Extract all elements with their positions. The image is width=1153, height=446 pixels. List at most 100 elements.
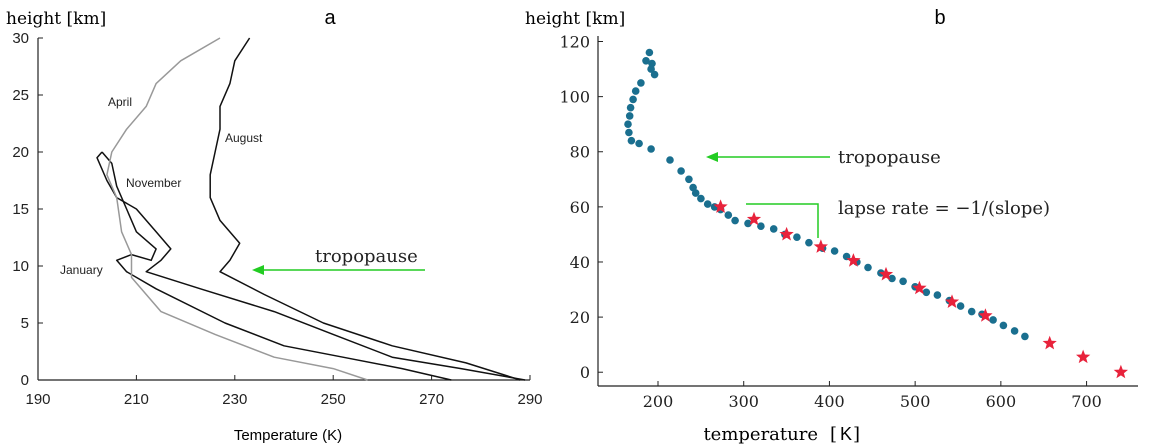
- data-point: [666, 156, 674, 164]
- star-marker: [779, 226, 794, 241]
- panel-b-xlabel: temperature: [703, 424, 818, 445]
- tropopause-label-a: tropopause: [315, 246, 418, 267]
- star-marker: [878, 266, 894, 281]
- data-point: [691, 189, 700, 197]
- data-point: [625, 128, 633, 137]
- lapse-rate-label: lapse rate = −1/(slope): [838, 198, 1050, 219]
- series-line-november: [96, 151, 526, 381]
- panel-b-x-tick-label: 200: [643, 392, 674, 411]
- panel-b-x-tick-label: 500: [900, 392, 931, 411]
- curve-label-august: August: [225, 131, 263, 145]
- panel-b-x-tick-label: 600: [986, 392, 1017, 411]
- panel-a-y-tick-label: 30: [12, 30, 29, 47]
- data-point: [724, 211, 733, 219]
- panel-b-xlabel-unit-close: ]: [853, 424, 860, 445]
- panel-b-ylabel: height [km]: [525, 9, 625, 29]
- data-point: [793, 233, 801, 241]
- data-point: [624, 120, 632, 128]
- data-point: [677, 167, 685, 175]
- panel-b-y-tick-label: 60: [570, 198, 590, 217]
- tropopause-label-b: tropopause: [838, 147, 941, 168]
- data-point: [805, 238, 813, 247]
- panel-a-x-tick-label: 210: [124, 391, 149, 408]
- star-marker: [746, 211, 762, 226]
- data-point: [703, 200, 712, 208]
- star-marker: [1076, 349, 1091, 364]
- star-marker: [944, 294, 960, 308]
- panel-a-y-tick-label: 15: [12, 201, 29, 218]
- panel-b-annotations: tropopause lapse rate = −1/(slope): [706, 147, 1050, 238]
- data-point: [629, 95, 637, 104]
- panel-b-y-tick-label: 0: [580, 363, 590, 382]
- panel-b-y-tick-label: 20: [570, 308, 590, 327]
- panel-a-y-tick-label: 5: [21, 315, 29, 332]
- star-marker: [713, 199, 728, 213]
- data-point: [1010, 327, 1019, 335]
- panel-a-x-tick-label: 230: [222, 391, 247, 408]
- data-point: [631, 87, 640, 95]
- data-point: [731, 216, 739, 225]
- panel-a-xlabel: Temperature (K): [234, 427, 342, 444]
- data-point: [635, 139, 643, 148]
- data-point: [642, 57, 650, 65]
- data-point: [967, 307, 976, 316]
- panel-a-x-tick-label: 290: [517, 391, 542, 408]
- panel-a: a height [km] Temperature (K) 190 210 230 2…: [6, 7, 543, 444]
- panel-a-y-tick-label: 25: [12, 87, 29, 104]
- curve-label-november: November: [126, 176, 181, 190]
- data-point: [922, 288, 931, 297]
- panel-a-x-tick-label: 270: [419, 391, 444, 408]
- panel-b-xlabel-unit-open: [: [830, 424, 837, 445]
- panel-b-y-tick-label: 100: [559, 88, 590, 107]
- panel-a-y-tick-label: 0: [21, 372, 29, 389]
- panel-b-label: b: [934, 7, 945, 29]
- star-marker: [1042, 335, 1057, 350]
- data-point: [647, 145, 655, 153]
- panel-b-axes: 200 300 400 500 600 700 0 20 40 60 80 100 120: [559, 33, 1138, 411]
- star-marker: [846, 253, 861, 267]
- panel-a-axes: 190 210 230 250 270 290 0 5 10 15 20 25 30: [12, 30, 542, 408]
- panel-a-curve-labels: April August November January: [60, 95, 263, 277]
- panel-b: b height [km] temperature [ K ] 200 300 40…: [525, 7, 1138, 445]
- data-point: [757, 222, 765, 230]
- panel-a-ylabel: height [km]: [6, 9, 106, 29]
- panel-b-y-tick-label: 120: [559, 33, 590, 52]
- panel-b-x-tick-label: 300: [728, 392, 759, 411]
- panel-a-annotation: tropopause: [252, 246, 425, 275]
- data-point: [830, 247, 839, 255]
- data-point: [888, 274, 896, 283]
- data-point: [933, 291, 942, 299]
- data-point: [650, 70, 659, 79]
- panel-b-xlabel-unit: K: [840, 424, 852, 444]
- star-marker: [978, 308, 993, 322]
- data-point: [627, 136, 636, 145]
- data-point: [625, 112, 634, 120]
- series-line-august: [209, 37, 521, 381]
- data-point: [956, 302, 965, 310]
- data-point: [864, 263, 872, 272]
- panel-b-x-tick-label: 400: [814, 392, 845, 411]
- panel-a-y-tick-label: 10: [12, 258, 29, 275]
- data-point: [637, 79, 645, 87]
- data-point: [899, 277, 907, 286]
- data-point: [626, 103, 635, 112]
- panel-a-label: a: [324, 7, 336, 29]
- data-point: [647, 65, 655, 73]
- star-marker: [912, 280, 927, 295]
- series-line-january: [101, 151, 452, 381]
- curve-label-january: January: [60, 263, 103, 277]
- panel-b-series: [624, 48, 1128, 379]
- data-point: [697, 194, 705, 203]
- data-point: [685, 175, 693, 184]
- panel-b-y-tick-label: 40: [570, 253, 590, 272]
- panel-a-x-tick-label: 190: [25, 391, 50, 408]
- panel-a-series: [96, 37, 526, 381]
- star-marker: [813, 239, 828, 253]
- panel-a-y-tick-label: 20: [12, 144, 29, 161]
- tropopause-arrowhead-a: [252, 265, 264, 275]
- data-point: [999, 321, 1008, 330]
- panel-b-x-tick-label: 700: [1071, 392, 1102, 411]
- data-point: [645, 48, 654, 57]
- lapse-rate-bracket: [746, 203, 819, 238]
